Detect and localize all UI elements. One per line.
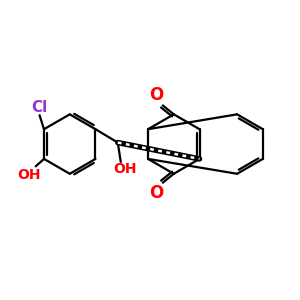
Text: Cl: Cl bbox=[32, 100, 48, 115]
Text: OH: OH bbox=[113, 162, 137, 176]
Text: OH: OH bbox=[17, 168, 41, 182]
Text: O: O bbox=[149, 86, 163, 104]
Text: O: O bbox=[149, 184, 163, 202]
